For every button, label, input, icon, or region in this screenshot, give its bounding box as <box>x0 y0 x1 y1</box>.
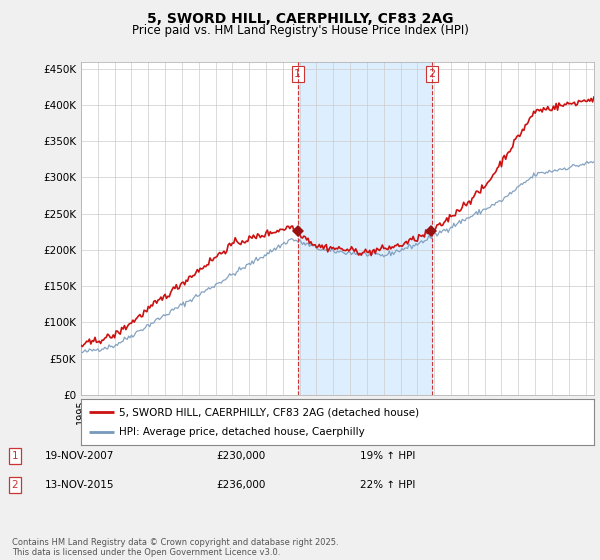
Text: 13-NOV-2015: 13-NOV-2015 <box>45 480 115 490</box>
Text: 1: 1 <box>11 451 19 461</box>
Text: Price paid vs. HM Land Registry's House Price Index (HPI): Price paid vs. HM Land Registry's House … <box>131 24 469 36</box>
Bar <box>298 62 432 395</box>
Text: 5, SWORD HILL, CAERPHILLY, CF83 2AG: 5, SWORD HILL, CAERPHILLY, CF83 2AG <box>147 12 453 26</box>
Text: £230,000: £230,000 <box>216 451 265 461</box>
Text: HPI: Average price, detached house, Caerphilly: HPI: Average price, detached house, Caer… <box>119 427 365 437</box>
Text: 19% ↑ HPI: 19% ↑ HPI <box>360 451 415 461</box>
Text: £236,000: £236,000 <box>216 480 265 490</box>
Text: 2: 2 <box>428 69 436 79</box>
Text: 5, SWORD HILL, CAERPHILLY, CF83 2AG (detached house): 5, SWORD HILL, CAERPHILLY, CF83 2AG (det… <box>119 407 419 417</box>
Text: 1: 1 <box>295 69 301 79</box>
Text: 2: 2 <box>11 480 19 490</box>
Text: 19-NOV-2007: 19-NOV-2007 <box>45 451 115 461</box>
Text: Contains HM Land Registry data © Crown copyright and database right 2025.
This d: Contains HM Land Registry data © Crown c… <box>12 538 338 557</box>
Text: 22% ↑ HPI: 22% ↑ HPI <box>360 480 415 490</box>
